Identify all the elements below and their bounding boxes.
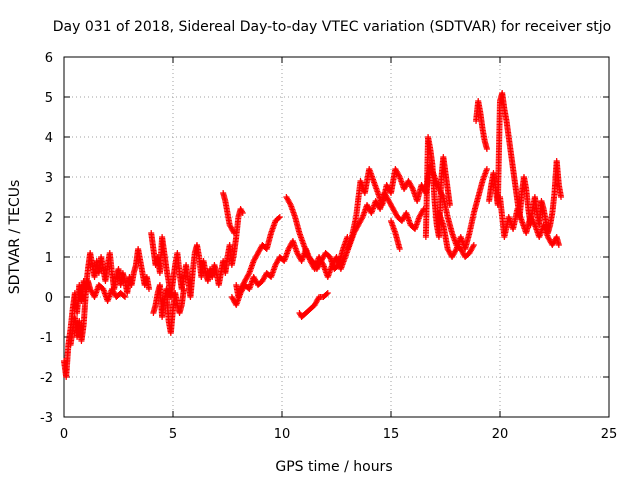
data-point xyxy=(239,210,246,216)
data-point xyxy=(122,294,129,300)
data-point xyxy=(358,215,365,222)
x-tick-label: 15 xyxy=(383,427,400,442)
y-tick-label: -3 xyxy=(40,411,53,426)
data-point xyxy=(555,242,562,248)
data-point xyxy=(470,242,477,248)
data-point xyxy=(324,290,331,296)
y-tick-label: 6 xyxy=(45,51,53,66)
series-trace xyxy=(486,90,565,236)
series-trace xyxy=(388,218,403,252)
ticks-layer: 0 5 10 15 20 25 -3 -2 -1 0 1 2 3 4 5 6 xyxy=(40,51,617,442)
series-trace xyxy=(148,206,246,300)
data-point xyxy=(558,194,565,200)
data-point xyxy=(531,220,538,227)
x-tick-label: 0 xyxy=(60,427,68,442)
plot-area xyxy=(63,56,610,418)
x-tick-label: 25 xyxy=(601,427,618,442)
series-trace xyxy=(435,166,490,260)
y-tick-label: 5 xyxy=(45,91,53,106)
series-trace xyxy=(150,282,187,336)
data-point xyxy=(275,215,282,221)
series-trace xyxy=(473,98,490,152)
y-tick-label: 3 xyxy=(45,171,53,186)
y-tick-label: 4 xyxy=(45,131,53,146)
data-point xyxy=(120,293,127,299)
data-point xyxy=(230,228,237,235)
series-trace xyxy=(61,246,153,380)
x-axis-label: GPS time / hours xyxy=(275,459,392,475)
grid-layer xyxy=(64,57,609,417)
data-point xyxy=(286,200,293,207)
y-axis-label: SDTVAR / TECUs xyxy=(7,180,23,295)
y-tick-label: 1 xyxy=(45,251,53,266)
x-tick-label: 20 xyxy=(492,427,509,442)
data-point xyxy=(245,271,252,278)
data-point xyxy=(146,286,153,292)
data-point xyxy=(231,230,238,236)
y-tick-label: 2 xyxy=(45,211,53,226)
data-point xyxy=(180,286,187,292)
data-point xyxy=(395,172,402,179)
y-tick-label: -1 xyxy=(40,331,53,346)
data-point xyxy=(409,184,416,191)
data-point xyxy=(239,208,246,215)
chart-title: Day 031 of 2018, Sidereal Day-to-day VTE… xyxy=(53,19,611,35)
data-point xyxy=(452,247,459,254)
data-point xyxy=(323,291,330,297)
data-point xyxy=(470,243,477,250)
x-tick-label: 10 xyxy=(274,427,291,442)
data-point xyxy=(483,146,490,152)
series-trace xyxy=(67,278,129,348)
data-point xyxy=(396,246,403,252)
series-trace xyxy=(220,190,238,236)
series-trace xyxy=(283,194,351,272)
y-tick-label: -2 xyxy=(40,371,53,386)
data-layer xyxy=(61,90,565,380)
series-trace xyxy=(497,194,562,248)
series-trace xyxy=(422,134,453,240)
data-point xyxy=(483,166,490,172)
data-point xyxy=(276,214,283,220)
data-point xyxy=(446,202,453,208)
x-tick-label: 5 xyxy=(169,427,177,442)
y-tick-label: 0 xyxy=(45,291,53,306)
series-trace xyxy=(296,290,331,320)
